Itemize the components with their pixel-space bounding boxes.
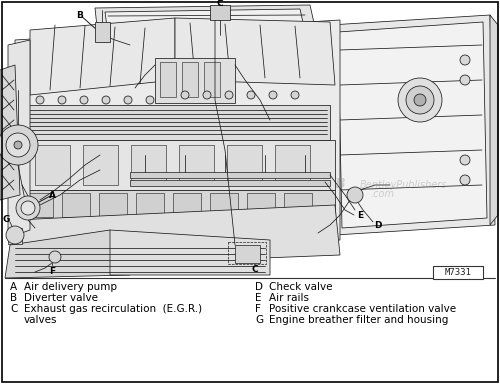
- Text: Positive crankcase ventilation valve: Positive crankcase ventilation valve: [269, 304, 456, 314]
- Text: A: A: [10, 282, 17, 292]
- Circle shape: [16, 196, 40, 220]
- Circle shape: [21, 201, 35, 215]
- Text: G: G: [255, 315, 263, 325]
- Polygon shape: [175, 18, 335, 85]
- Bar: [160, 62, 176, 97]
- Circle shape: [203, 91, 211, 99]
- Bar: [25, 105, 330, 140]
- Polygon shape: [0, 65, 20, 200]
- Text: BentleyPublishers: BentleyPublishers: [360, 180, 448, 190]
- Circle shape: [36, 96, 44, 104]
- Text: M7331: M7331: [444, 268, 471, 277]
- Polygon shape: [330, 15, 495, 235]
- Text: .com: .com: [370, 189, 394, 199]
- Circle shape: [398, 78, 442, 122]
- Bar: [173, 193, 201, 217]
- Polygon shape: [10, 205, 340, 268]
- Circle shape: [146, 96, 154, 104]
- Text: Diverter valve: Diverter valve: [24, 293, 98, 303]
- Circle shape: [80, 96, 88, 104]
- Polygon shape: [110, 230, 270, 275]
- Text: F: F: [255, 304, 261, 314]
- Bar: [210, 193, 238, 217]
- Text: Engine breather filter and housing: Engine breather filter and housing: [269, 315, 448, 325]
- Circle shape: [460, 155, 470, 165]
- Text: C: C: [216, 0, 224, 3]
- Bar: [20, 140, 335, 190]
- Text: A: A: [48, 190, 56, 200]
- Polygon shape: [15, 20, 340, 255]
- Circle shape: [124, 96, 132, 104]
- Circle shape: [460, 75, 470, 85]
- Bar: [130, 180, 330, 186]
- Polygon shape: [5, 230, 130, 278]
- Text: B: B: [334, 179, 345, 192]
- Polygon shape: [8, 40, 30, 238]
- Circle shape: [0, 125, 38, 165]
- Circle shape: [58, 96, 66, 104]
- Text: Air rails: Air rails: [269, 293, 309, 303]
- Text: C: C: [252, 265, 258, 275]
- Circle shape: [102, 96, 110, 104]
- Polygon shape: [95, 5, 320, 55]
- Bar: [155, 58, 235, 103]
- Bar: [179, 145, 214, 185]
- Text: D: D: [374, 220, 382, 230]
- Text: C: C: [10, 304, 18, 314]
- Text: G: G: [2, 215, 10, 225]
- Text: E: E: [357, 210, 363, 220]
- Bar: [247, 193, 275, 217]
- Bar: [204, 62, 220, 97]
- Circle shape: [6, 133, 30, 157]
- Bar: [227, 145, 262, 185]
- Text: Check valve: Check valve: [269, 282, 332, 292]
- Bar: [8, 228, 22, 244]
- Circle shape: [14, 141, 22, 149]
- Circle shape: [225, 91, 233, 99]
- Circle shape: [269, 91, 277, 99]
- Circle shape: [460, 55, 470, 65]
- Bar: [228, 242, 266, 264]
- Circle shape: [414, 94, 426, 106]
- Circle shape: [347, 187, 363, 203]
- Circle shape: [181, 91, 189, 99]
- Bar: [95, 22, 110, 42]
- Bar: [275, 145, 310, 185]
- Text: D: D: [255, 282, 263, 292]
- Text: valves: valves: [24, 315, 58, 325]
- Bar: [83, 145, 118, 185]
- Bar: [99, 193, 127, 217]
- Bar: [136, 193, 164, 217]
- Text: B: B: [10, 293, 17, 303]
- Circle shape: [406, 86, 434, 114]
- Polygon shape: [30, 18, 175, 95]
- Bar: [131, 145, 166, 185]
- Bar: [20, 190, 335, 220]
- Bar: [25, 193, 53, 217]
- Circle shape: [291, 91, 299, 99]
- Circle shape: [49, 251, 61, 263]
- Polygon shape: [105, 9, 308, 49]
- Bar: [284, 193, 312, 217]
- Text: Air delivery pump: Air delivery pump: [24, 282, 117, 292]
- Bar: [210, 5, 230, 20]
- Circle shape: [460, 175, 470, 185]
- Bar: [433, 266, 483, 279]
- Text: B: B: [76, 10, 84, 20]
- Bar: [35, 145, 70, 185]
- Bar: [62, 193, 90, 217]
- Polygon shape: [490, 15, 498, 225]
- Circle shape: [6, 226, 24, 244]
- Text: F: F: [49, 268, 55, 276]
- Text: E: E: [255, 293, 262, 303]
- Bar: [130, 172, 330, 178]
- Text: Exhaust gas recirculation  (E.G.R.): Exhaust gas recirculation (E.G.R.): [24, 304, 202, 314]
- Circle shape: [247, 91, 255, 99]
- Text: C: C: [216, 0, 224, 8]
- Polygon shape: [338, 22, 487, 228]
- Bar: [235, 245, 260, 263]
- Bar: [182, 62, 198, 97]
